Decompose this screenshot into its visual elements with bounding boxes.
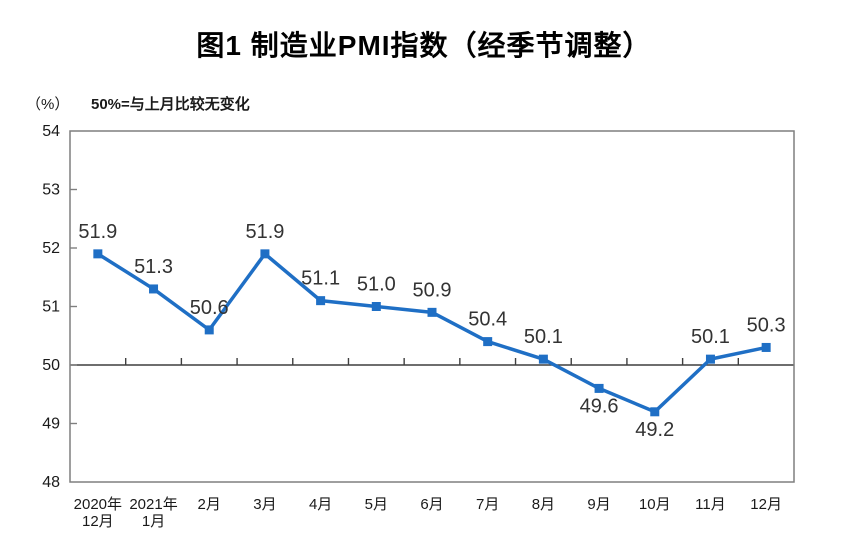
data-point-label: 50.1 — [524, 326, 563, 348]
x-axis-label: 2021年 1月 — [129, 496, 177, 530]
data-point-label: 50.1 — [691, 326, 730, 348]
pmi-series-line — [96, 252, 768, 414]
x-axis-label: 12月 — [750, 496, 782, 513]
x-axis-label: 3月 — [253, 496, 276, 513]
data-point-label: 50.9 — [413, 279, 452, 301]
y-axis-label: 54 — [42, 123, 60, 140]
data-point-label: 51.1 — [301, 268, 340, 290]
data-point-label: 51.9 — [78, 221, 117, 243]
data-point-label: 51.0 — [357, 274, 396, 296]
data-point-label: 50.3 — [747, 314, 786, 336]
y-axis-label: 53 — [42, 182, 60, 199]
y-axis-label: 52 — [42, 240, 60, 257]
data-point-label: 50.4 — [468, 309, 507, 331]
x-axis-label: 10月 — [639, 496, 671, 513]
y-axis-label: 50 — [42, 357, 60, 374]
data-point-marker — [650, 407, 660, 417]
data-point-label: 50.6 — [190, 297, 229, 319]
y-axis-label: 48 — [42, 474, 60, 491]
x-axis-label: 9月 — [587, 496, 610, 513]
data-point-marker — [538, 354, 548, 364]
y-axis-label: 49 — [42, 416, 60, 433]
data-point-marker — [260, 249, 270, 259]
data-point-marker — [705, 354, 715, 364]
data-point-marker — [204, 325, 214, 335]
x-axis-label: 2月 — [198, 496, 221, 513]
data-point-label: 51.9 — [245, 221, 284, 243]
data-point-marker — [594, 383, 604, 393]
x-axis-label: 4月 — [309, 496, 332, 513]
data-point-label: 49.6 — [580, 395, 619, 417]
data-point-marker — [316, 296, 326, 306]
chart-title: 图1 制造业PMI指数（经季节调整） — [196, 30, 652, 61]
x-axis-label: 7月 — [476, 496, 499, 513]
data-point-marker — [427, 307, 437, 317]
data-point-label: 49.2 — [635, 419, 674, 441]
x-axis-label: 2020年 12月 — [74, 496, 122, 530]
data-point-marker — [761, 342, 771, 352]
reference-note: 50%=与上月比较无变化 — [91, 96, 250, 113]
y-axis-label: 51 — [42, 299, 60, 316]
data-point-marker — [371, 302, 381, 311]
y-axis-unit-label: （%） — [26, 96, 70, 113]
data-point-label: 51.3 — [134, 256, 173, 278]
x-axis-label: 6月 — [420, 496, 443, 513]
x-axis-label: 5月 — [365, 496, 388, 513]
x-axis-label: 11月 — [695, 496, 726, 513]
data-point-marker — [483, 337, 493, 347]
data-point-marker — [93, 249, 103, 259]
x-axis-label: 8月 — [532, 496, 555, 513]
data-point-marker — [149, 284, 159, 294]
